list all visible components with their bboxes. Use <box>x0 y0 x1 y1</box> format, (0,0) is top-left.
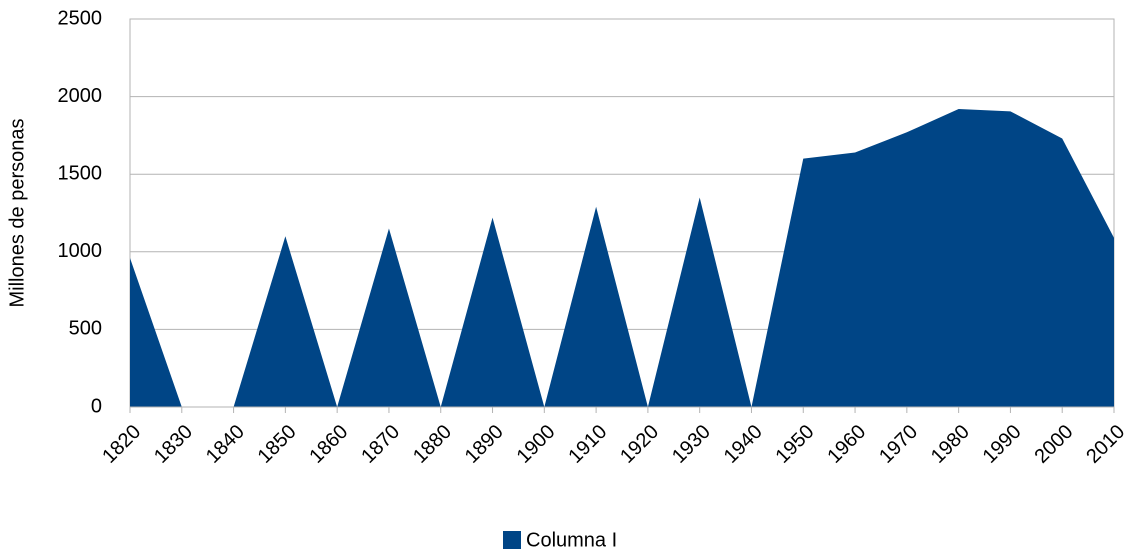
x-tick-label: 1990 <box>979 421 1026 468</box>
x-tick-label: 1950 <box>772 421 819 468</box>
y-axis-label: Millones de personas <box>6 119 28 308</box>
x-tick-label: 1880 <box>409 421 456 468</box>
x-tick-label: 1920 <box>616 421 663 468</box>
legend-label: Columna I <box>526 529 617 551</box>
x-tick-label: 1890 <box>461 421 508 468</box>
x-tick-label: 1980 <box>927 421 974 468</box>
x-tick-label: 1870 <box>357 421 404 468</box>
y-tick-label: 500 <box>69 318 102 340</box>
x-tick-label: 1850 <box>254 421 301 468</box>
y-tick-label: 0 <box>91 395 102 417</box>
x-tick-label: 1830 <box>150 421 197 468</box>
legend-swatch <box>503 531 521 549</box>
area <box>130 109 1114 408</box>
x-tick-label: 1940 <box>720 421 767 468</box>
x-tick-label: 1960 <box>823 421 870 468</box>
x-tick-label: 2000 <box>1030 421 1077 468</box>
y-tick-label: 2500 <box>58 7 103 29</box>
x-tick-label: 1900 <box>513 421 560 468</box>
x-tick-label: 1970 <box>875 421 922 468</box>
x-tick-label: 1930 <box>668 421 715 468</box>
x-tick-label: 1820 <box>98 421 145 468</box>
x-tick-label: 1840 <box>202 421 249 468</box>
x-tick-label: 1910 <box>564 421 611 468</box>
y-tick-label: 1500 <box>58 162 103 184</box>
x-tick-label: 1860 <box>305 421 352 468</box>
x-tick-label: 2010 <box>1082 421 1128 468</box>
y-tick-label: 2000 <box>58 85 103 107</box>
y-tick-label: 1000 <box>58 240 103 262</box>
